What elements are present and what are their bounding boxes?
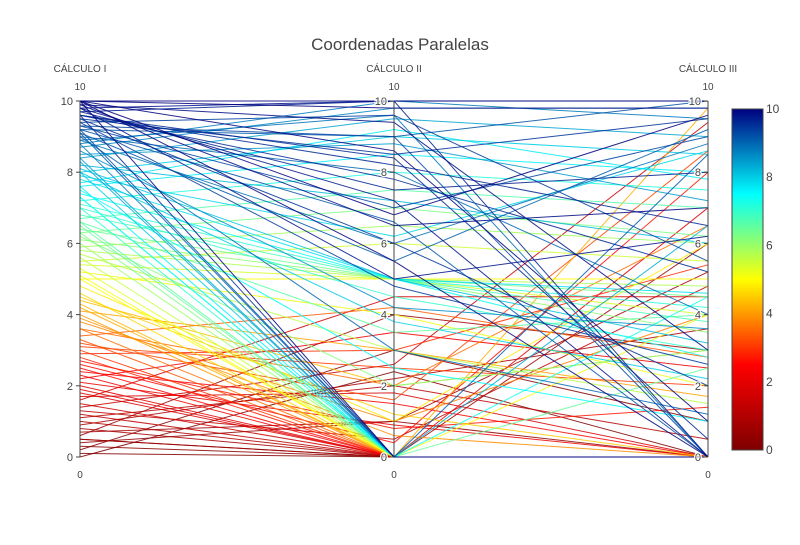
axis-tick-label: 4 (67, 310, 73, 322)
colorbar-tick-label: 8 (766, 170, 773, 184)
axis-tick-label: 10 (375, 96, 387, 108)
axis-range-max-label: 10 (74, 82, 86, 93)
axis-tick-label: 6 (381, 238, 387, 250)
axis-tick-label: 8 (695, 167, 701, 179)
axis-title: CÁLCULO I (54, 62, 107, 75)
axis-range-max-label: 10 (388, 82, 400, 93)
axis-tick-label: 10 (61, 96, 73, 108)
axis-tick-label: 8 (381, 167, 387, 179)
colorbar: 0 2 4 6 8 10 (731, 102, 780, 457)
axis-2: CÁLCULO II 10 00 2 4 6 8 10 (366, 62, 422, 481)
colorbar-tick-label: 2 (766, 375, 773, 389)
axis-title: CÁLCULO III (679, 62, 737, 75)
axis-range-min-label: 0 (391, 470, 397, 481)
axis-range-min-label: 0 (77, 470, 83, 481)
axis-range-max-label: 10 (702, 82, 714, 93)
colorbar-gradient (731, 108, 764, 451)
axis-tick-label: 0 (381, 452, 387, 464)
axis-tick-label: 2 (67, 381, 73, 393)
axis-range-min-label: 0 (705, 470, 711, 481)
axis-tick-label: 0 (695, 452, 701, 464)
colorbar-tick-label: 0 (766, 443, 773, 457)
axis-3: CÁLCULO III 10 00 2 4 6 8 10 (679, 62, 737, 481)
colorbar-ticks: 0 2 4 6 8 10 (766, 102, 780, 457)
axis-tick-label: 4 (695, 310, 701, 322)
axis-1: CÁLCULO I 10 00 2 4 6 8 10 (54, 62, 107, 481)
axis-tick-label: 8 (67, 167, 73, 179)
axis-tick-label: 2 (381, 381, 387, 393)
axis-tick-label: 0 (67, 452, 73, 464)
chart-title: Coordenadas Paralelas (311, 35, 489, 54)
axis-tick-label: 10 (689, 96, 701, 108)
axis-tick-label: 6 (695, 238, 701, 250)
axis-title: CÁLCULO II (366, 62, 422, 75)
axis-tick-label: 4 (381, 310, 387, 322)
colorbar-tick-label: 6 (766, 238, 773, 252)
colorbar-tick-label: 10 (766, 102, 780, 116)
axis-tick-label: 6 (67, 238, 73, 250)
colorbar-tick-label: 4 (766, 307, 773, 321)
axis-tick-label: 2 (695, 381, 701, 393)
